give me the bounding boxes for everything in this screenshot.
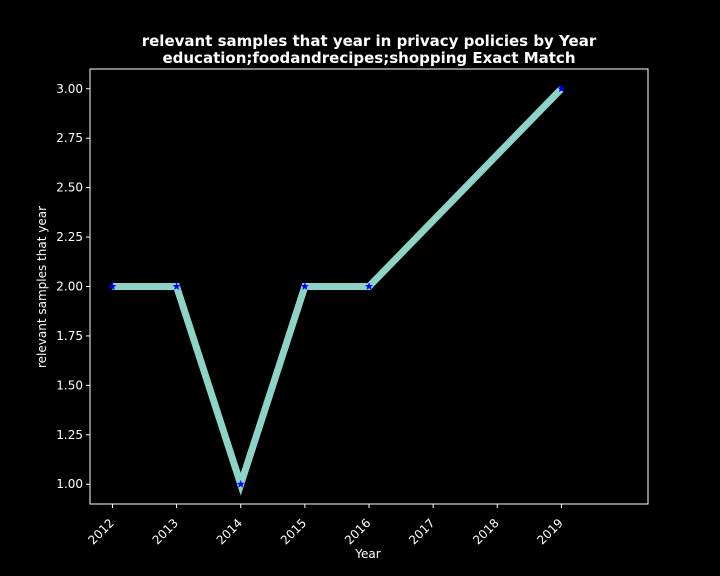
y-tick-label: 2.25 bbox=[56, 230, 83, 244]
y-tick-label: 1.00 bbox=[56, 477, 83, 491]
y-tick-label: 2.50 bbox=[56, 181, 83, 195]
y-tick-label: 1.75 bbox=[56, 329, 83, 343]
x-axis-label: Year bbox=[354, 547, 380, 561]
y-tick-label: 2.75 bbox=[56, 131, 83, 145]
series-line bbox=[112, 86, 564, 496]
data-point bbox=[300, 282, 309, 290]
y-tick-label: 1.50 bbox=[56, 378, 83, 392]
data-point bbox=[365, 282, 373, 290]
chart-subtitle: education;foodandrecipes;shopping Exact … bbox=[162, 49, 575, 67]
data-point bbox=[172, 282, 181, 290]
chart-title: relevant samples that year in privacy po… bbox=[142, 32, 597, 50]
data-point bbox=[236, 480, 245, 488]
data-point bbox=[108, 282, 117, 290]
data-point bbox=[557, 84, 566, 93]
y-tick-label: 1.25 bbox=[56, 428, 83, 442]
y-tick-label: 2.00 bbox=[56, 280, 83, 294]
y-tick-label: 3.00 bbox=[56, 82, 83, 96]
y-axis-label: relevant samples that year bbox=[35, 206, 49, 368]
